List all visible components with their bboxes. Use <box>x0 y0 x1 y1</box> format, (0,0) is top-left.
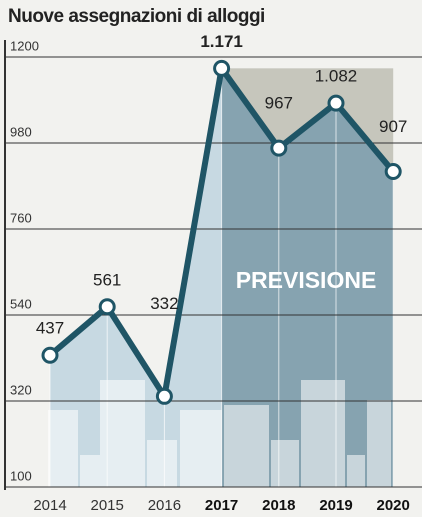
x-tick-label: 2015 <box>91 497 124 514</box>
x-tick-label: 2014 <box>33 497 66 514</box>
value-label: 1.082 <box>315 67 358 86</box>
value-label: 907 <box>379 117 407 136</box>
point <box>215 61 229 75</box>
value-label: 332 <box>150 294 178 313</box>
x-tick-label: 2017 <box>205 497 238 514</box>
x-tick-label: 2016 <box>148 497 181 514</box>
y-tick-label: 100 <box>10 468 32 483</box>
value-label: 437 <box>36 319 64 338</box>
point <box>43 348 57 362</box>
y-tick-label: 320 <box>10 382 32 397</box>
x-tick-label: 2020 <box>377 497 410 514</box>
value-label: 967 <box>265 94 293 113</box>
y-tick-label: 760 <box>10 210 32 225</box>
chart: Nuove assegnazioni di alloggi 100 320 540 7… <box>0 0 422 517</box>
x-tick-label: 2019 <box>319 497 352 514</box>
point <box>272 141 286 155</box>
annotation: PREVISIONE <box>236 267 377 293</box>
value-label: 561 <box>93 270 121 289</box>
value-label: 1.171 <box>200 32 243 51</box>
point <box>100 300 114 314</box>
y-tick-label: 980 <box>10 124 32 139</box>
x-tick-label: 2018 <box>262 497 295 514</box>
point <box>386 165 400 179</box>
point <box>157 389 171 403</box>
chart-title: Nuove assegnazioni di alloggi <box>8 6 265 27</box>
point <box>329 96 343 110</box>
y-tick-label: 1200 <box>10 38 39 53</box>
y-tick-label: 540 <box>10 296 32 311</box>
